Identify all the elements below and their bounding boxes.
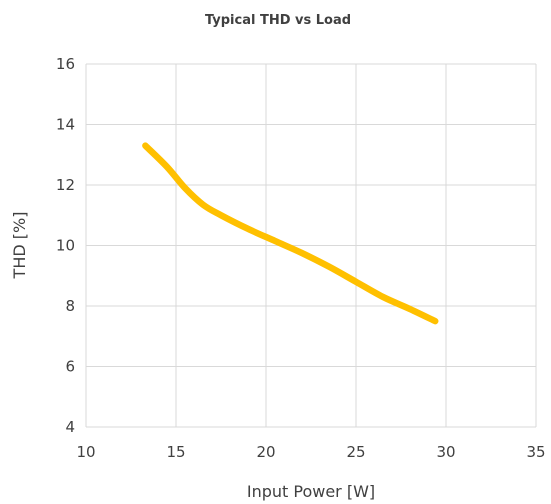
y-axis-label: THD [%] (10, 212, 29, 280)
y-tick-label: 12 (56, 176, 75, 194)
y-tick-label: 16 (56, 55, 75, 73)
x-tick-label: 20 (256, 443, 275, 461)
y-axis-tick-labels: 4 6 8 10 12 14 16 (56, 55, 75, 436)
x-tick-label: 15 (166, 443, 185, 461)
x-axis-tick-labels: 10 15 20 25 30 35 (76, 443, 545, 461)
y-tick-label: 4 (65, 418, 75, 436)
x-axis-label: Input Power [W] (247, 482, 375, 501)
x-tick-label: 35 (526, 443, 545, 461)
y-tick-label: 10 (56, 237, 75, 255)
x-tick-label: 30 (436, 443, 455, 461)
y-tick-label: 14 (56, 116, 75, 134)
series-layer (142, 142, 439, 325)
series-line-thd (142, 142, 439, 325)
y-tick-label: 8 (65, 297, 75, 315)
x-tick-label: 25 (346, 443, 365, 461)
x-tick-label: 10 (76, 443, 95, 461)
chart-title: Typical THD vs Load (205, 13, 351, 28)
y-tick-label: 6 (65, 358, 75, 376)
horizontal-gridlines (86, 63, 536, 428)
